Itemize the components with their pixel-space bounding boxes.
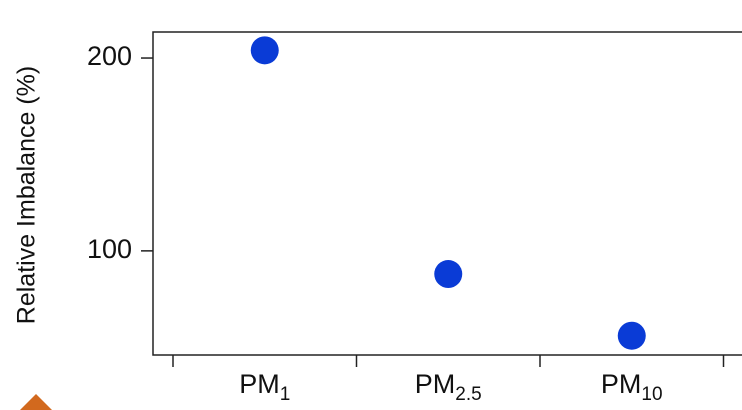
- plot-frame: [152, 31, 742, 356]
- y-tick-label: 100: [87, 234, 132, 264]
- point: [434, 260, 463, 289]
- point: [250, 36, 279, 65]
- point: [617, 321, 646, 350]
- y-tick-label: 200: [87, 41, 132, 71]
- x-tick-label: PM2.5: [415, 369, 482, 405]
- y-axis-label: Relative Imbalance (%): [13, 66, 41, 324]
- x-tick-label: PM1: [239, 369, 290, 405]
- x-tick-label: PM10: [601, 369, 663, 405]
- marker-icon: [20, 394, 52, 410]
